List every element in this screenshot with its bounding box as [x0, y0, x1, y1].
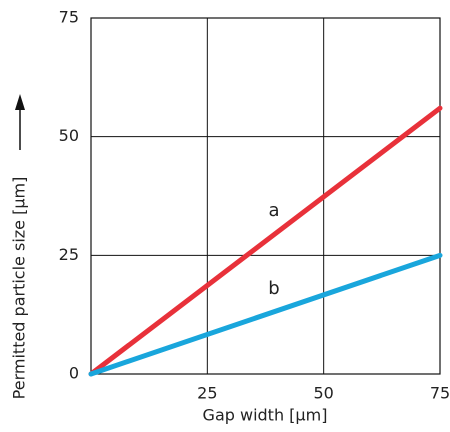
- y-tick-label: 75: [59, 8, 79, 27]
- y-tick-label: 25: [59, 245, 79, 264]
- data-line: [88, 105, 443, 377]
- y-axis-label: Permitted particle size [µm]: [10, 177, 29, 400]
- y-tick-label: 50: [59, 126, 79, 145]
- y-tick-label: 0: [69, 364, 79, 383]
- series-label: a: [268, 200, 279, 221]
- x-tick-label: 75: [430, 384, 450, 403]
- x-axis-label: Gap width [µm]: [203, 406, 328, 425]
- series-label: b: [268, 278, 279, 299]
- plot-frame: [90, 17, 441, 375]
- data-line: [88, 252, 443, 377]
- y-axis-arrow: [15, 94, 25, 150]
- x-tick-label: 50: [313, 384, 333, 403]
- x-tick-label: 25: [197, 384, 217, 403]
